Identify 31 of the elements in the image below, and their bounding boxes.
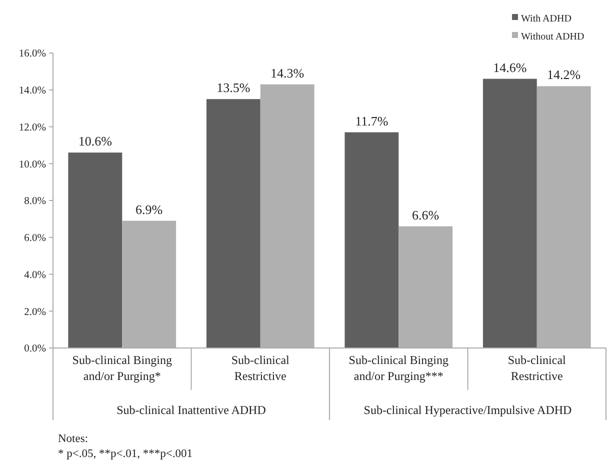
x-tick-label: Sub-clinical Restrictive xyxy=(231,353,290,383)
bar xyxy=(344,132,399,348)
data-label: 6.9% xyxy=(136,202,163,217)
y-tick-label: 8.0% xyxy=(24,196,46,208)
data-label: 6.6% xyxy=(412,207,440,222)
data-label: 13.5% xyxy=(216,80,250,96)
y-tick-label: 4.0% xyxy=(24,270,46,281)
y-tick-label: 16.0% xyxy=(18,48,46,60)
text: Notes: xyxy=(58,433,88,445)
bar xyxy=(206,99,260,348)
x-tick-label: Sub-clinical Binging and/or Purging*** xyxy=(348,353,448,383)
y-tick-label: 14.0% xyxy=(18,86,46,97)
text: Sub-clinical Hyperactive/Impulsive ADHD xyxy=(364,403,572,417)
data-label: 11.7% xyxy=(355,113,388,128)
data-label: 14.6% xyxy=(493,60,527,75)
x-tick-label: Sub-clinical Binging and/or Purging* xyxy=(72,353,172,383)
data-label: 10.6% xyxy=(78,134,112,149)
y-tick-label: 6.0% xyxy=(24,233,46,244)
text: * p<.05, **p<.01, ***p<.001 xyxy=(58,448,193,460)
bar xyxy=(68,152,122,348)
y-tick-label: 10.0% xyxy=(18,159,46,170)
data-label: 14.2% xyxy=(547,67,581,82)
x-tick-label: Sub-clinical Restrictive xyxy=(508,353,567,383)
text: Sub-clinical Inattentive ADHD xyxy=(116,403,266,417)
legend-label: Without ADHD xyxy=(521,32,584,42)
y-tick-label: 12.0% xyxy=(18,122,46,134)
bar xyxy=(482,78,537,348)
legend-label: With ADHD xyxy=(521,14,572,24)
y-tick-label: 2.0% xyxy=(24,306,46,318)
y-tick-label: 0.0% xyxy=(24,344,46,355)
data-label: 14.3% xyxy=(270,65,304,80)
